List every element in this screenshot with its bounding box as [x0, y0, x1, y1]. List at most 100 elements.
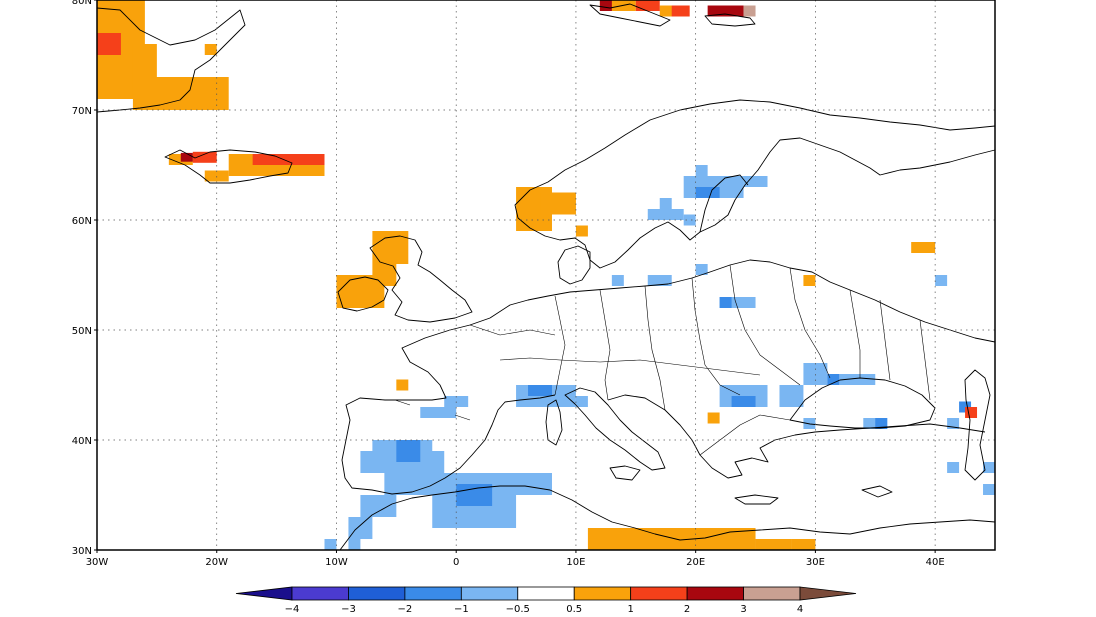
anomaly-cell-orange	[396, 379, 409, 391]
bothnia-coast	[699, 174, 749, 233]
anomaly-cell-lightblue	[360, 495, 397, 517]
coastlines	[96, 3, 996, 551]
anomaly-cell-lightblue	[420, 407, 457, 418]
colorbar-segment	[630, 586, 688, 601]
anomaly-cell-orange	[791, 539, 816, 550]
lon-label: 30W	[86, 557, 109, 568]
balkan-coast	[607, 394, 986, 479]
anomaly-cell-lightblue	[348, 539, 361, 550]
lat-label: 30N	[72, 546, 92, 557]
colorbar-segment	[517, 586, 575, 601]
anomaly-cell-lightblue	[947, 462, 960, 473]
iceland-coast	[164, 149, 293, 184]
italy-coast	[564, 387, 666, 471]
anomaly-cell-lightblue	[983, 462, 995, 473]
anomaly-cell-lightblue	[683, 214, 696, 226]
lon-label: 20W	[205, 557, 228, 568]
greenland-coast	[96, 7, 246, 113]
colorbar-label: 2	[684, 604, 690, 615]
anomaly-cell-midblue	[719, 297, 732, 308]
lat-label: 70N	[72, 106, 92, 117]
anomaly-cell-midblue	[456, 484, 493, 506]
anomaly-cell-orange	[599, 0, 636, 11]
ireland-coast	[337, 276, 389, 312]
anomaly-cell-lightblue	[647, 209, 684, 220]
colorbar-segment	[460, 586, 519, 601]
anomaly-cell-orange	[132, 77, 229, 110]
anomaly-cell-midblue	[731, 396, 756, 407]
anomaly-cell-orange	[575, 225, 588, 237]
anomaly-cell-orange	[587, 528, 708, 550]
anomaly-cell-darkred	[180, 152, 193, 162]
colorbar-label: 0.5	[566, 604, 582, 615]
colorbar-segment	[743, 586, 801, 601]
colorbar-label: −3	[341, 604, 356, 615]
anomaly-cell-lightblue	[324, 539, 337, 550]
anomaly-cell-orange	[540, 192, 576, 215]
anomaly-cell-orange	[911, 242, 936, 253]
anomaly-cell-midblue	[396, 440, 421, 462]
sardinia-coast	[545, 399, 563, 446]
anomaly-cell-red	[97, 33, 121, 55]
crete-coast	[734, 494, 779, 505]
colorbar: −4 −3 −2 −1 −0.5 0.5 1 2 3 4	[235, 586, 857, 615]
lon-label: 10W	[325, 557, 348, 568]
lat-label: 50N	[72, 326, 92, 337]
map-frame	[96, 0, 996, 551]
north-africa-coast	[339, 485, 996, 551]
anomaly-cell-darkred	[707, 5, 744, 17]
colorbar-label: −1	[454, 604, 469, 615]
caspian-coast	[964, 369, 991, 481]
scandinavia-coast	[514, 99, 996, 269]
anomaly-cell-lightblue	[839, 374, 876, 385]
colorbar-segment	[573, 586, 632, 601]
lon-label: 30E	[806, 557, 825, 568]
anomaly-cell-orange	[707, 412, 720, 424]
lat-label: 60N	[72, 216, 92, 227]
anomaly-cell-lightblue	[695, 264, 708, 275]
lon-label: 40E	[926, 557, 945, 568]
lon-label: 0	[453, 557, 459, 568]
anomaly-cell-red	[252, 154, 325, 165]
anomaly-cell-orange	[755, 539, 792, 550]
cyprus-coast	[861, 485, 893, 498]
colorbar-max-arrow	[799, 586, 857, 601]
longitude-labels: 30W 20W 10W 0 10E 20E 30E 40E	[86, 550, 945, 568]
anomaly-cell-red	[965, 407, 978, 418]
anomaly-cell-lightblue	[743, 176, 768, 187]
anomaly-cell-orange	[132, 44, 157, 77]
anomaly-cell-lightblue	[659, 198, 672, 209]
anomaly-cell-midblue	[827, 374, 840, 385]
colorbar-label: 1	[627, 604, 633, 615]
anomaly-cell-red	[635, 0, 660, 11]
anomaly-cell-orange	[168, 154, 193, 165]
anomaly-cell-midblue	[875, 418, 888, 429]
anomaly-cell-lightblue	[611, 275, 624, 286]
country-borders	[394, 264, 931, 456]
france-iberia-coast	[341, 317, 556, 495]
anomaly-cell-lightblue	[695, 165, 708, 176]
svalbard-east-coast	[704, 13, 756, 27]
anomaly-cell-lightblue	[779, 385, 804, 407]
colorbar-segment	[348, 586, 406, 601]
anomaly-cell-red	[192, 151, 217, 163]
colorbar-segment	[404, 586, 462, 601]
colorbar-segment	[686, 586, 744, 601]
anomaly-cell-pink	[743, 5, 756, 17]
anomaly-cells	[97, 0, 995, 550]
anomaly-cell-orange	[372, 264, 397, 286]
lat-label: 40N	[72, 436, 92, 447]
colorbar-min-arrow	[235, 586, 293, 601]
black-sea-coast	[789, 377, 936, 429]
anomaly-cell-lightblue	[647, 275, 672, 286]
anomaly-cell-lightblue	[935, 275, 948, 286]
denmark-coast	[557, 245, 591, 285]
anomaly-cell-midblue	[528, 385, 552, 396]
colorbar-label: −4	[285, 604, 300, 615]
lat-label: 80N	[72, 0, 92, 7]
colorbar-label: −0.5	[506, 604, 530, 615]
anomaly-cell-orange	[204, 44, 217, 55]
anomaly-cell-lightblue	[575, 396, 588, 407]
colorbar-segment	[291, 586, 349, 601]
